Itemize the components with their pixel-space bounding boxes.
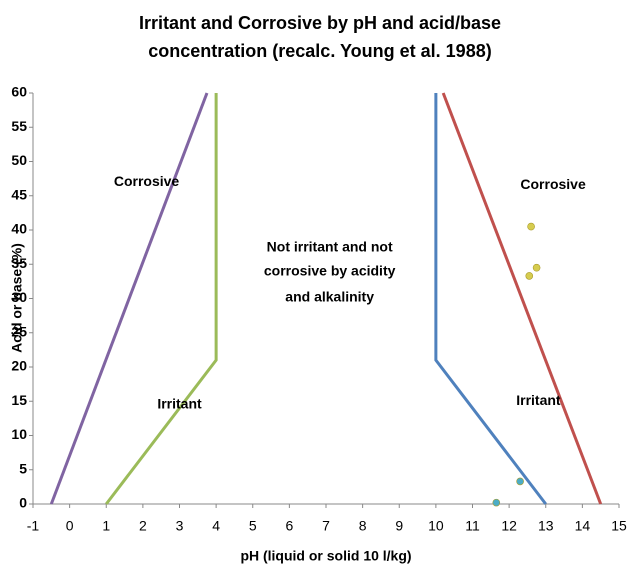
line <box>105 93 218 505</box>
x-tick-label: 13 <box>538 518 554 534</box>
point <box>516 477 524 486</box>
x-tick-label: 12 <box>501 518 517 534</box>
y-tick-label: 15 <box>11 392 27 408</box>
x-tick-label: 0 <box>66 518 74 534</box>
x-tick-label: 15 <box>611 518 627 534</box>
x-tick-label: 6 <box>285 518 293 534</box>
y-tick-label: 35 <box>11 255 27 271</box>
y-tick-label: 30 <box>11 289 27 305</box>
annotation: Corrosive <box>114 173 180 189</box>
y-axis-label: Acid or base (%) <box>9 243 25 353</box>
x-tick-label: 7 <box>322 518 330 534</box>
y-tick-label: 45 <box>11 186 27 202</box>
y-tick-label: 10 <box>11 426 27 442</box>
line <box>441 92 603 505</box>
point <box>532 263 541 272</box>
x-tick-label: 11 <box>465 518 480 534</box>
y-tick-label: 0 <box>19 495 27 511</box>
x-tick-label: 2 <box>139 518 147 534</box>
annotation: corrosive by acidity <box>264 262 396 278</box>
y-tick-label: 5 <box>19 460 27 476</box>
point <box>527 222 535 231</box>
y-tick-label: 40 <box>11 221 27 237</box>
line <box>49 92 209 505</box>
x-tick-label: 8 <box>359 518 367 534</box>
x-tick-label: -1 <box>27 518 40 534</box>
annotation: Not irritant and not <box>267 239 393 255</box>
annotation: Irritant <box>516 392 561 408</box>
y-tick-label: 60 <box>11 84 27 100</box>
point <box>525 272 534 280</box>
y-tick-label: 55 <box>11 118 27 134</box>
x-tick-label: 1 <box>102 518 110 534</box>
x-tick-label: 9 <box>395 518 403 534</box>
x-tick-label: 10 <box>428 518 444 534</box>
x-tick-label: 3 <box>176 518 184 534</box>
chart-title: concentration (recalc. Young et al. 1988… <box>148 41 491 61</box>
y-tick-label: 20 <box>11 358 27 374</box>
chart-title: Irritant and Corrosive by pH and acid/ba… <box>139 13 501 33</box>
x-axis-label: pH (liquid or solid 10 l/kg) <box>240 548 411 564</box>
y-tick-label: 25 <box>11 323 27 339</box>
point <box>492 498 501 507</box>
line <box>434 93 547 505</box>
annotation: and alkalinity <box>285 289 374 305</box>
x-tick-label: 14 <box>575 518 591 534</box>
annotation: Corrosive <box>520 176 586 192</box>
x-tick-label: 5 <box>249 518 257 534</box>
y-tick-label: 50 <box>11 152 27 168</box>
annotation: Irritant <box>157 395 202 411</box>
x-tick-label: 4 <box>212 518 220 534</box>
